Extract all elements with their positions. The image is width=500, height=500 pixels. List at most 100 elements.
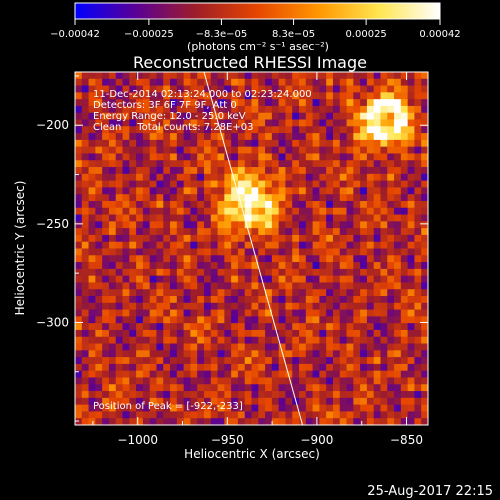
heatmap-cell — [414, 309, 422, 317]
heatmap-cell — [373, 214, 381, 222]
heatmap-cell — [136, 384, 144, 392]
heatmap-cell — [332, 187, 341, 195]
heatmap-cell — [360, 207, 368, 215]
heatmap-cell — [88, 153, 96, 161]
heatmap-cell — [217, 350, 225, 358]
heatmap-cell — [224, 99, 232, 107]
heatmap-cell — [88, 187, 96, 195]
heatmap-cell — [346, 180, 354, 188]
heatmap-cell — [176, 146, 185, 154]
heatmap-cell — [407, 234, 415, 243]
heatmap-cell — [81, 180, 89, 188]
heatmap-cell — [285, 404, 293, 412]
heatmap-cell — [197, 173, 205, 182]
heatmap-cell — [299, 187, 307, 195]
heatmap-cell — [108, 418, 117, 425]
heatmap-cell — [129, 228, 137, 236]
heatmap-cell — [149, 105, 157, 114]
heatmap-cell — [122, 234, 130, 243]
heatmap-cell — [176, 99, 185, 107]
heatmap-cell — [115, 207, 123, 215]
heatmap-cell — [360, 228, 368, 236]
heatmap-cell — [373, 397, 381, 406]
heatmap-cell — [142, 187, 151, 195]
heatmap-cell — [156, 275, 164, 283]
heatmap-cell — [346, 187, 354, 195]
heatmap-cell — [421, 316, 428, 324]
heatmap-cell — [353, 384, 361, 392]
heatmap-cell — [142, 275, 151, 283]
heatmap-cell — [217, 92, 225, 100]
heatmap-cell — [224, 173, 232, 182]
heatmap-cell — [190, 160, 198, 168]
heatmap-cell — [265, 207, 273, 215]
heatmap-cell — [251, 370, 259, 378]
heatmap-cell — [149, 357, 157, 365]
heatmap-cell — [129, 119, 137, 127]
heatmap-cell — [176, 133, 185, 141]
heatmap-cell — [387, 119, 395, 127]
heatmap-cell — [292, 268, 300, 277]
heatmap-cell — [271, 112, 280, 120]
heatmap-cell — [353, 350, 361, 358]
heatmap-cell — [400, 228, 409, 236]
heatmap-cell — [176, 105, 185, 114]
heatmap-cell — [136, 72, 144, 80]
heatmap-cell — [108, 112, 117, 120]
heatmap-cell — [251, 92, 259, 100]
heatmap-cell — [217, 275, 225, 283]
heatmap-cell — [400, 92, 409, 100]
heatmap-cell — [360, 350, 368, 358]
heatmap-cell — [278, 316, 286, 324]
heatmap-cell — [366, 160, 375, 168]
heatmap-cell — [203, 133, 212, 141]
heatmap-cell — [319, 296, 327, 304]
heatmap-cell — [244, 289, 252, 297]
heatmap-cell — [414, 329, 422, 338]
heatmap-cell — [75, 268, 83, 277]
heatmap-cell — [394, 85, 402, 93]
heatmap-cell — [190, 391, 198, 399]
heatmap-cell — [210, 391, 218, 399]
colorbar — [74, 2, 441, 20]
heatmap-cell — [278, 105, 286, 114]
heatmap-cell — [170, 275, 178, 283]
heatmap-cell — [156, 363, 164, 372]
heatmap-cell — [142, 167, 151, 175]
heatmap-cell — [95, 99, 103, 107]
heatmap-cell — [312, 357, 320, 365]
heatmap-cell — [115, 248, 123, 256]
heatmap-cell — [163, 241, 171, 249]
heatmap-cell — [407, 228, 415, 236]
heatmap-cell — [156, 105, 164, 114]
heatmap-cell — [421, 370, 428, 378]
heatmap-cell — [360, 248, 368, 256]
heatmap-cell — [332, 160, 341, 168]
heatmap-cell — [421, 336, 428, 344]
heatmap-cell — [237, 167, 246, 175]
heatmap-cell — [414, 241, 422, 249]
heatmap-cell — [224, 323, 232, 331]
heatmap-cell — [407, 92, 415, 100]
heatmap-cell — [88, 139, 96, 148]
heatmap-cell — [210, 200, 218, 209]
heatmap-cell — [237, 221, 246, 229]
heatmap-cell — [224, 329, 232, 338]
heatmap-cell — [81, 418, 89, 425]
heatmap-cell — [265, 78, 273, 86]
heatmap-cell — [231, 112, 239, 120]
heatmap-cell — [217, 302, 225, 310]
heatmap-cell — [265, 336, 273, 344]
heatmap-cell — [251, 248, 259, 256]
heatmap-cell — [312, 262, 320, 270]
heatmap-cell — [149, 296, 157, 304]
chart-title: Reconstructed RHESSI Image — [133, 53, 367, 72]
heatmap-cell — [312, 323, 320, 331]
heatmap-cell — [210, 323, 218, 331]
heatmap-cell — [176, 323, 185, 331]
heatmap-cell — [299, 316, 307, 324]
heatmap-cell — [203, 112, 212, 120]
heatmap-cell — [346, 350, 354, 358]
heatmap-cell — [305, 255, 313, 263]
heatmap-cell — [414, 418, 422, 425]
